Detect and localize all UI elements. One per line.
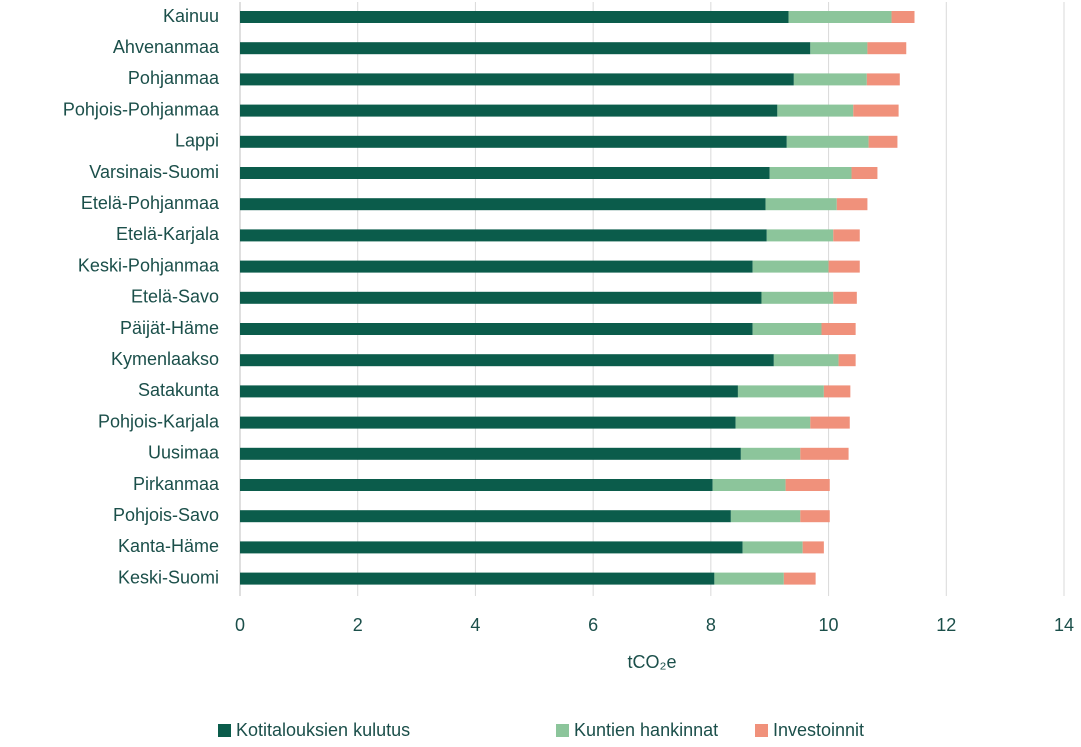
bar-segment [833,291,857,304]
bar-segment [785,479,830,491]
bar-segment [240,198,766,211]
x-tick-label: 0 [235,615,245,635]
y-tick-label: Etelä-Savo [131,287,219,307]
bar-segment [240,260,753,273]
y-tick-label: Päijät-Häme [120,318,219,338]
x-tick-label: 10 [819,615,839,635]
y-tick-label: Satakunta [138,380,220,400]
y-tick-label: Etelä-Karjala [116,224,220,244]
bar-segment [788,11,892,23]
bar-segment [752,260,829,273]
bar-segment [240,11,789,23]
bar-segment [867,42,907,55]
x-tick-label: 12 [936,615,956,635]
legend-label: Kuntien hankinnat [574,720,718,740]
bar-segment [769,167,852,179]
bar-segment [730,510,801,523]
bar-segment [240,229,767,242]
bar-segment [800,510,830,523]
y-tick-label: Varsinais-Suomi [89,162,219,182]
bar-segment [714,572,784,585]
y-tick-label: Uusimaa [148,443,220,463]
bar-segment [240,541,743,554]
bar-segment [240,135,787,148]
y-tick-label: Kanta-Häme [118,536,219,556]
bar-segment [240,104,778,117]
bar-segment [742,541,803,554]
bar-segment [866,73,900,86]
bar-segment [712,479,786,491]
bar-segment [752,323,822,335]
bar-segment [777,104,854,117]
bar-segment [240,510,731,523]
bar-segment [891,11,915,23]
y-tick-label: Keski-Suomi [118,567,219,587]
y-tick-label: Pohjois-Pohjanmaa [63,99,220,119]
bar-segment [240,447,741,460]
y-tick-label: Lappi [175,131,219,151]
x-tick-label: 6 [588,615,598,635]
bar-segment [802,541,824,554]
x-axis-title: tCO₂e [628,652,677,672]
bar-segment [240,167,770,179]
bar-segment [240,416,736,429]
legend-swatch [755,724,768,737]
bar-segment [823,385,851,398]
bar-segment [765,198,837,211]
legend-swatch [218,724,231,737]
bar-segment [786,135,869,148]
bar-segment [800,447,849,460]
y-tick-label: Kymenlaakso [111,349,219,369]
y-tick-label: Pohjois-Karjala [98,411,220,431]
bar-segment [735,416,811,429]
bar-segment [833,229,860,242]
y-tick-label: Pohjanmaa [128,68,220,88]
x-tick-label: 2 [353,615,363,635]
bar-segment [240,572,715,585]
bar-segment [240,354,774,367]
y-tick-label: Pohjois-Savo [113,505,219,525]
bar-segment [240,385,738,398]
bar-segment [810,42,868,55]
bar-segment [783,572,816,585]
y-tick-label: Ahvenanmaa [113,37,220,57]
bar-segment [836,198,868,211]
y-tick-label: Pirkanmaa [133,474,220,494]
y-tick-label: Keski-Pohjanmaa [78,255,220,275]
bar-segment [821,323,856,335]
bar-segment [766,229,834,242]
bar-segment [793,73,867,86]
bar-segment [868,135,898,148]
bar-segment [773,354,839,367]
bar-segment [240,323,753,335]
bar-segment [740,447,801,460]
bar-segment [737,385,824,398]
y-tick-label: Etelä-Pohjanmaa [81,193,220,213]
bar-segment [828,260,860,273]
x-tick-label: 14 [1054,615,1074,635]
bar-segment [810,416,850,429]
bar-segment [838,354,856,367]
legend-swatch [556,724,569,737]
bar-segment [240,479,713,491]
bar-segment [853,104,899,117]
bar-segment [240,291,762,304]
y-tick-label: Kainuu [163,6,219,26]
legend-label: Investoinnit [773,720,864,740]
x-tick-label: 8 [706,615,716,635]
bar-segment [240,73,794,86]
bar-segment [761,291,834,304]
legend-label: Kotitalouksien kulutus [236,720,410,740]
x-tick-label: 4 [470,615,480,635]
bar-segment [240,42,811,55]
bar-segment [851,167,878,179]
